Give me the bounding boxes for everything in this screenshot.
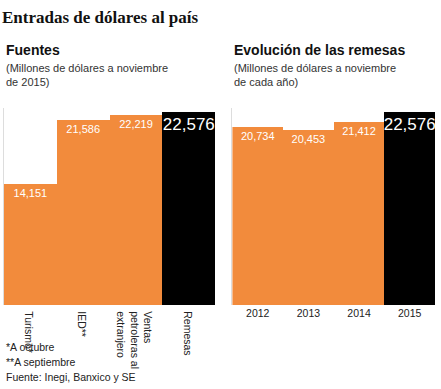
svg-text:14,151: 14,151 [14, 187, 48, 199]
svg-text:IED**: IED** [76, 311, 88, 337]
svg-text:22,576: 22,576 [384, 115, 436, 134]
svg-text:*A octubre: *A octubre [6, 341, 55, 353]
svg-text:2015: 2015 [398, 307, 422, 319]
svg-text:20,734: 20,734 [241, 130, 275, 142]
svg-text:Fuentes: Fuentes [6, 42, 60, 58]
svg-text:2012: 2012 [246, 307, 270, 319]
svg-text:Remesas: Remesas [182, 311, 194, 355]
svg-text:(Millones de dólares a noviemb: (Millones de dólares a noviembrede cada … [234, 62, 396, 88]
svg-text:2013: 2013 [297, 307, 321, 319]
svg-text:20,453: 20,453 [292, 133, 326, 145]
svg-text:Entradas de dólares al país: Entradas de dólares al país [2, 8, 199, 27]
svg-text:**A septiembre: **A septiembre [6, 356, 76, 368]
svg-text:21,412: 21,412 [342, 125, 376, 137]
svg-text:Ventaspetroleras alextranjero: Ventaspetroleras alextranjero [115, 311, 154, 369]
svg-text:22,576: 22,576 [163, 115, 215, 134]
svg-text:Fuente: Inegi, Banxico y SE: Fuente: Inegi, Banxico y SE [6, 371, 136, 383]
svg-text:21,586: 21,586 [66, 123, 100, 135]
svg-text:22,219: 22,219 [119, 118, 153, 130]
svg-text:Evolución de las remesas: Evolución de las remesas [234, 42, 405, 58]
svg-text:Turismo*: Turismo* [23, 311, 35, 353]
svg-text:2014: 2014 [347, 307, 371, 319]
svg-text:(Millones de dólares a noviemb: (Millones de dólares a noviembrede 2015) [6, 62, 168, 88]
